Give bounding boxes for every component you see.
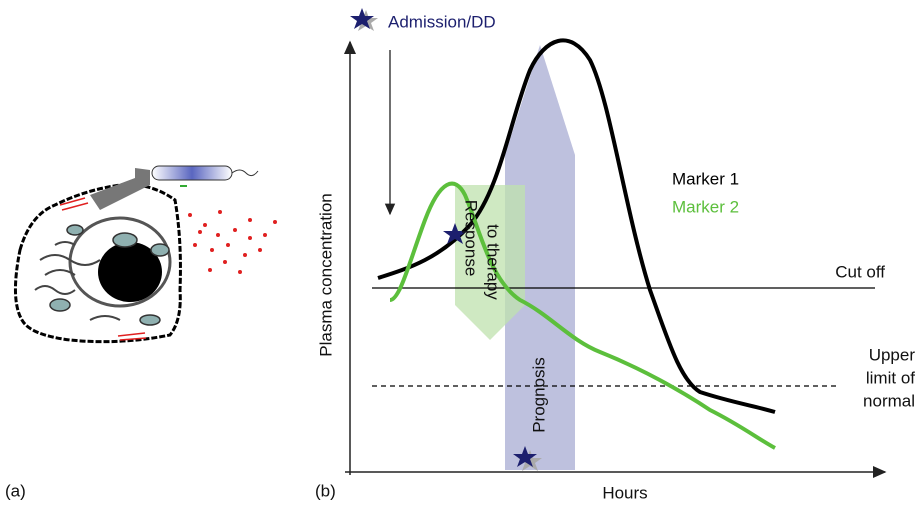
panel-label: (b) [315,481,336,500]
cut-off-label: Cut off [835,262,885,281]
marker-1-curve [378,40,775,412]
cell-illustration [15,166,277,342]
legend-entry: Marker 2 [672,197,739,216]
upper-limit-label: normal [863,391,915,410]
panel-label: (a) [5,481,26,500]
start-label: Admission/DD [388,12,496,31]
legend-entry: Marker 1 [672,169,739,188]
prognosis-label: Prognosis [529,357,548,433]
x-axis-label: Hours [602,483,647,502]
upper-limit-label: limit of [866,368,915,387]
y-axis-label: Plasma concentration [316,193,335,356]
marker-2-curve [390,184,775,448]
response-label: Response [462,200,481,277]
response-label: to therapy [484,224,503,300]
upper-limit-label: Upper [869,345,916,364]
figure: (a) (b) Admission/DD Marker 1 Marker 2 C… [0,0,920,510]
